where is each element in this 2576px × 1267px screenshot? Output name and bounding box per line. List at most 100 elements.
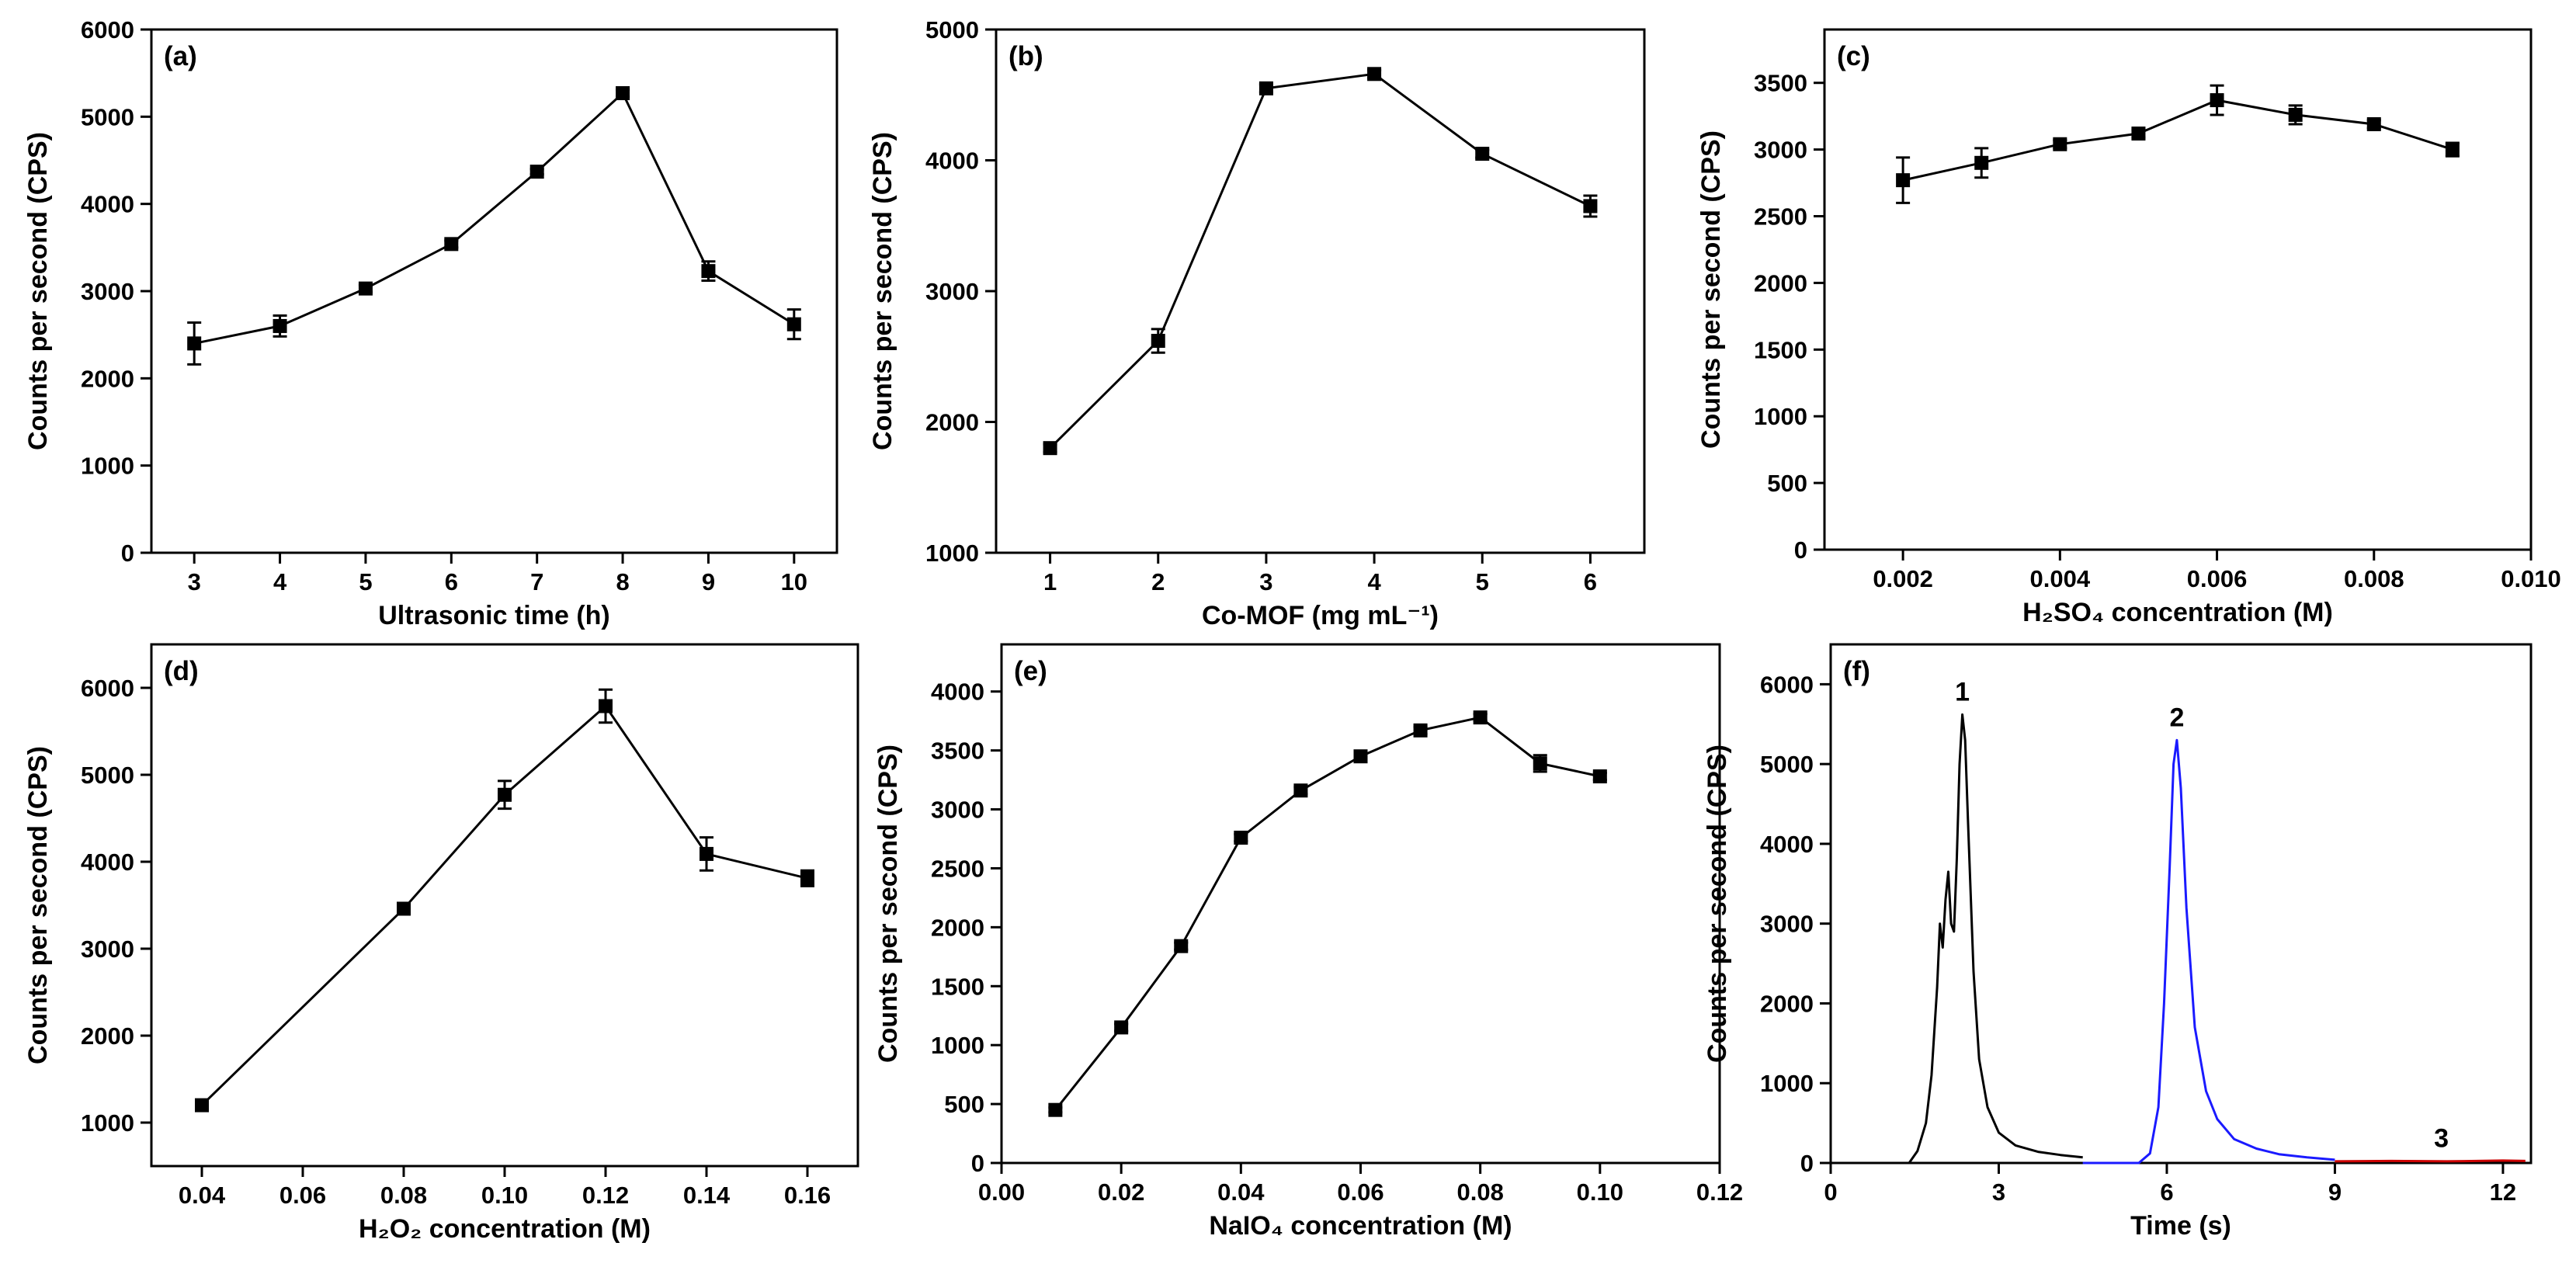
- y-axis-label: Counts per second (CPS): [873, 745, 903, 1063]
- data-point: [358, 281, 373, 296]
- data-point: [1367, 67, 1382, 82]
- x-tick-label: 2: [1151, 568, 1165, 595]
- panel-e: 0.00 0.02 0.04 0.06 0.08 0.10 0.12 0 500 1000 1500…: [873, 643, 1743, 1241]
- y-tick-label: 2000: [81, 365, 134, 392]
- x-tick-label: 0.12: [582, 1182, 629, 1209]
- y-tick-label: 3000: [925, 278, 979, 305]
- series-line: [1902, 99, 2453, 182]
- panel-c: 0.002 0.004 0.006 0.008 0.010 0 500 1000 1500 200…: [1696, 28, 2561, 627]
- data-point: [1174, 939, 1189, 953]
- x-tick-label: 0.14: [683, 1182, 731, 1209]
- peak-label: 1: [1955, 677, 1970, 706]
- y-tick-label: 500: [1767, 470, 1807, 497]
- y-tick-label: 4000: [1760, 831, 1814, 858]
- y-axis-label: Counts per second (CPS): [1696, 130, 1726, 449]
- x-tick-label: 12: [2490, 1178, 2516, 1206]
- x-tick-label: 0.010: [2501, 565, 2561, 592]
- y-tick-label: 1000: [931, 1032, 984, 1059]
- x-tick-label: 9: [2328, 1178, 2342, 1206]
- data-point: [2053, 137, 2067, 151]
- x-tick-label: 0.10: [1577, 1178, 1623, 1206]
- panel-label: (e): [1014, 656, 1047, 686]
- data-point: [2210, 93, 2224, 108]
- panel-label: (a): [164, 41, 197, 71]
- y-tick-label: 2000: [1754, 269, 1807, 297]
- data-point: [1413, 723, 1428, 738]
- y-tick-label: 0: [1794, 536, 1807, 564]
- data-point: [800, 871, 814, 886]
- data-point: [701, 264, 716, 279]
- data-point: [1151, 334, 1165, 349]
- x-tick-label: 0.004: [2030, 565, 2091, 592]
- data-point: [786, 317, 801, 332]
- panel-label: (b): [1009, 41, 1043, 71]
- x-tick-label: 0.10: [481, 1182, 528, 1209]
- x-axis-label: H₂O₂ concentration (M): [359, 1214, 651, 1244]
- plot-frame: [1823, 28, 2533, 551]
- y-tick-label: 2000: [931, 914, 984, 941]
- x-axis-label: Time (s): [2130, 1211, 2231, 1241]
- data-point: [1896, 173, 1911, 188]
- x-tick-label: 0.08: [1456, 1178, 1503, 1206]
- data-point: [1293, 783, 1308, 798]
- data-point: [1234, 830, 1248, 845]
- y-tick-label: 6000: [1760, 671, 1814, 698]
- data-point: [1974, 155, 1989, 170]
- data-point: [1353, 749, 1368, 764]
- y-tick-label: 4000: [81, 191, 134, 218]
- data-point: [1048, 1102, 1063, 1117]
- y-axis-label: Counts per second (CPS): [23, 132, 53, 450]
- data-point: [195, 1098, 209, 1113]
- plot-frame: [1000, 643, 1721, 1165]
- y-tick-label: 3500: [931, 738, 984, 765]
- panel-b: 1 2 3 4 5 6 1000 2000 3000 4000 5000 (b) Co-MOF (mg …: [868, 16, 1646, 630]
- data-point: [1043, 441, 1057, 456]
- y-tick-label: 0: [1800, 1150, 1814, 1177]
- data-point: [1533, 756, 1547, 771]
- y-tick-label: 1000: [1760, 1070, 1814, 1097]
- y-tick-label: 3000: [1754, 137, 1807, 164]
- y-tick-label: 3000: [81, 935, 134, 963]
- peak-label: 2: [2169, 703, 2184, 732]
- x-tick-label: 0.16: [784, 1182, 831, 1209]
- y-tick-label: 1000: [925, 540, 979, 567]
- series-line: [193, 91, 795, 345]
- data-point: [397, 901, 411, 916]
- x-tick-label: 7: [530, 568, 543, 595]
- data-point: [2445, 142, 2460, 157]
- x-tick-label: 10: [781, 568, 807, 595]
- data-point: [700, 846, 713, 861]
- y-tick-label: 1000: [81, 453, 134, 480]
- y-tick-label: 6000: [81, 16, 134, 43]
- series-line: [1049, 72, 1592, 450]
- x-tick-label: 0.12: [1696, 1178, 1743, 1206]
- plot-frame: [995, 28, 1646, 554]
- y-tick-label: 5000: [81, 103, 134, 130]
- data-point: [273, 318, 287, 333]
- x-tick-label: 3: [1259, 568, 1272, 595]
- panel-a: 3 4 5 6 7 8 9 10 0 1000 2000 3000 4000 5000 6000 (a) Ult…: [23, 16, 838, 630]
- plot-frame: [150, 28, 838, 554]
- y-tick-label: 4000: [925, 148, 979, 175]
- x-tick-label: 0.08: [380, 1182, 427, 1209]
- y-tick-label: 0: [971, 1150, 984, 1177]
- x-tick-label: 0.06: [1337, 1178, 1383, 1206]
- x-tick-label: 6: [1584, 568, 1597, 595]
- y-tick-label: 2500: [1754, 203, 1807, 231]
- x-axis-label: Ultrasonic time (h): [378, 601, 609, 630]
- trace-1: [1831, 713, 2083, 1165]
- y-tick-label: 3000: [931, 797, 984, 824]
- data-point: [1592, 769, 1607, 784]
- x-tick-label: 5: [359, 568, 372, 595]
- x-tick-label: 0.008: [2344, 565, 2404, 592]
- y-tick-label: 0: [121, 540, 134, 567]
- y-tick-label: 1000: [81, 1109, 134, 1137]
- data-point: [1583, 199, 1598, 213]
- x-tick-label: 4: [1367, 568, 1381, 595]
- y-tick-label: 3000: [81, 278, 134, 305]
- x-tick-label: 3: [188, 568, 201, 595]
- x-tick-label: 0: [1824, 1178, 1837, 1206]
- series-line: [200, 704, 808, 1106]
- y-tick-label: 2500: [931, 855, 984, 882]
